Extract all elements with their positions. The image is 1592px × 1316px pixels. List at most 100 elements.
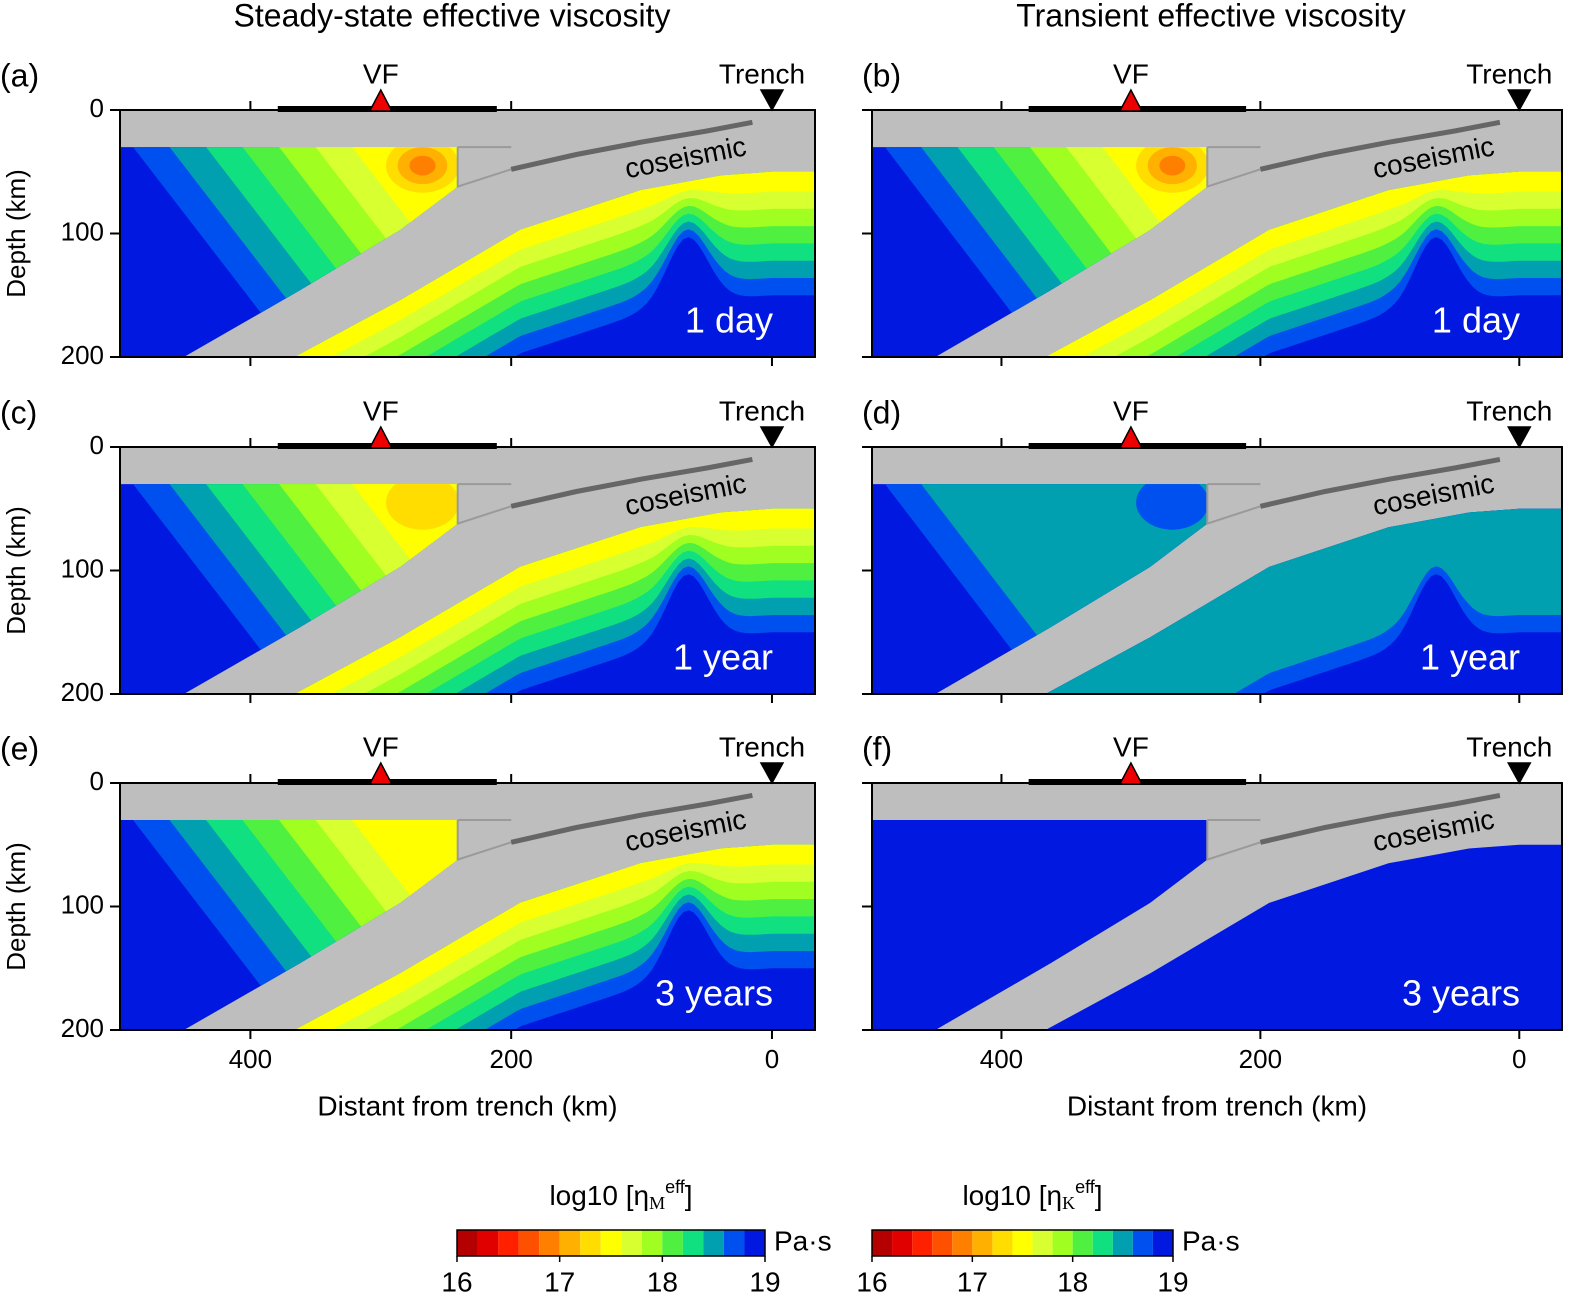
marker-label: VF (363, 731, 399, 762)
y-tick-label: 0 (90, 766, 104, 796)
volcano-marker (1118, 425, 1144, 449)
coseismic-fault (1259, 792, 1501, 845)
colorbar-box (559, 1230, 581, 1256)
marker-label: Trench (719, 731, 805, 762)
colorbar-unit: Pa·s (774, 1225, 832, 1256)
colorbar-box (662, 1230, 683, 1256)
colorbar-box (872, 1230, 893, 1256)
colorbar-tick-label: 17 (544, 1266, 575, 1297)
colorbar-box (1132, 1230, 1153, 1256)
coseismic-fault (510, 456, 753, 509)
colorbar-box (600, 1230, 622, 1256)
x-axis-label: Distant from trench (km) (1067, 1090, 1367, 1121)
contour-band (1136, 484, 1208, 530)
time-label: 1 day (1432, 300, 1520, 341)
marker-label: Trench (719, 395, 805, 426)
colorbar-box (972, 1230, 993, 1256)
colorbar-box (682, 1230, 704, 1256)
time-label: 1 day (685, 300, 773, 341)
trench-marker (759, 89, 785, 112)
trench-marker (1507, 89, 1532, 112)
coseismic-fault (510, 119, 753, 172)
time-label: 3 years (655, 973, 773, 1014)
trench-marker (1507, 426, 1532, 449)
volcano-marker (1118, 88, 1144, 112)
colorbar-frame (456, 1229, 766, 1257)
y-tick-label: 100 (61, 889, 104, 919)
panel-label: (f) (862, 730, 892, 766)
volcano-marker (368, 88, 394, 112)
column-title: Transient effective viscosity (1016, 0, 1405, 33)
colorbar-tick-label: 16 (856, 1266, 887, 1297)
panel-label: (e) (0, 730, 39, 766)
y-axis-label: Depth (km) (1, 506, 31, 635)
colorbar-label-part: log10 [η (549, 1180, 649, 1211)
colorbar-box (952, 1230, 973, 1256)
marker-label: VF (1113, 58, 1149, 89)
y-tick-label: 0 (90, 430, 104, 460)
colorbar-label: log10 [ηMeff] (549, 1177, 692, 1213)
y-tick-label: 100 (61, 553, 104, 583)
marker-label: VF (363, 58, 399, 89)
contour-band (1159, 155, 1186, 176)
colorbar-box (1112, 1230, 1133, 1256)
colorbar-tick-label: 17 (957, 1266, 988, 1297)
x-tick-label: 400 (980, 1044, 1023, 1074)
colorbar-box (1092, 1230, 1113, 1256)
panel-label: (c) (0, 394, 37, 430)
colorbar-label-part: ] (1095, 1180, 1103, 1211)
colorbar-label-part: ] (685, 1180, 693, 1211)
colorbar-box (1032, 1230, 1053, 1256)
colorbar-box (498, 1230, 519, 1256)
marker-label: VF (1113, 395, 1149, 426)
colorbar-label-sup: eff (665, 1177, 686, 1197)
coseismic-fault (510, 792, 753, 845)
time-label: 1 year (673, 637, 773, 678)
interface-line (1206, 820, 1261, 861)
marker-label: Trench (1466, 58, 1552, 89)
x-tick-label: 400 (229, 1044, 272, 1074)
x-tick-label: 200 (489, 1044, 532, 1074)
coseismic-fault (1259, 119, 1501, 172)
trench-marker (1507, 762, 1532, 785)
panel-label: (d) (862, 394, 901, 430)
colorbar-box (992, 1230, 1013, 1256)
time-label: 1 year (1420, 637, 1520, 678)
coseismic-fault (1259, 456, 1501, 509)
colorbar-box (744, 1230, 765, 1256)
colorbar-box (723, 1230, 745, 1256)
interface-line (456, 484, 512, 525)
x-tick-label: 200 (1239, 1044, 1282, 1074)
contour-band (872, 820, 1208, 1030)
colorbar-box (1052, 1230, 1073, 1256)
colorbar-box (912, 1230, 933, 1256)
column-title: Steady-state effective viscosity (234, 0, 671, 33)
colorbar-tick-label: 19 (749, 1266, 780, 1297)
colorbar-tick-label: 19 (1157, 1266, 1188, 1297)
panel-label: (a) (0, 57, 39, 93)
y-axis-label: Depth (km) (1, 842, 31, 971)
marker-label: VF (363, 395, 399, 426)
y-tick-label: 0 (90, 93, 104, 123)
x-tick-label: 0 (765, 1044, 779, 1074)
volcano-marker (1118, 761, 1144, 785)
time-label: 3 years (1402, 973, 1520, 1014)
colorbar-box (892, 1230, 913, 1256)
marker-label: Trench (1466, 731, 1552, 762)
interface-line (1206, 147, 1261, 188)
contour-band (1045, 844, 1562, 1030)
y-tick-label: 200 (61, 1013, 104, 1043)
interface-line (456, 820, 512, 861)
colorbar-box (932, 1230, 953, 1256)
interface-line (456, 147, 512, 188)
colorbar-tick-label: 16 (441, 1266, 472, 1297)
contour-band (386, 484, 458, 530)
colorbar-box (539, 1230, 560, 1256)
colorbar-unit: Pa·s (1182, 1225, 1240, 1256)
colorbar-label-sup: eff (1075, 1177, 1096, 1197)
x-tick-label: 0 (1512, 1044, 1526, 1074)
y-axis-label: Depth (km) (1, 169, 31, 298)
marker-label: VF (1113, 731, 1149, 762)
y-tick-label: 100 (61, 216, 104, 246)
